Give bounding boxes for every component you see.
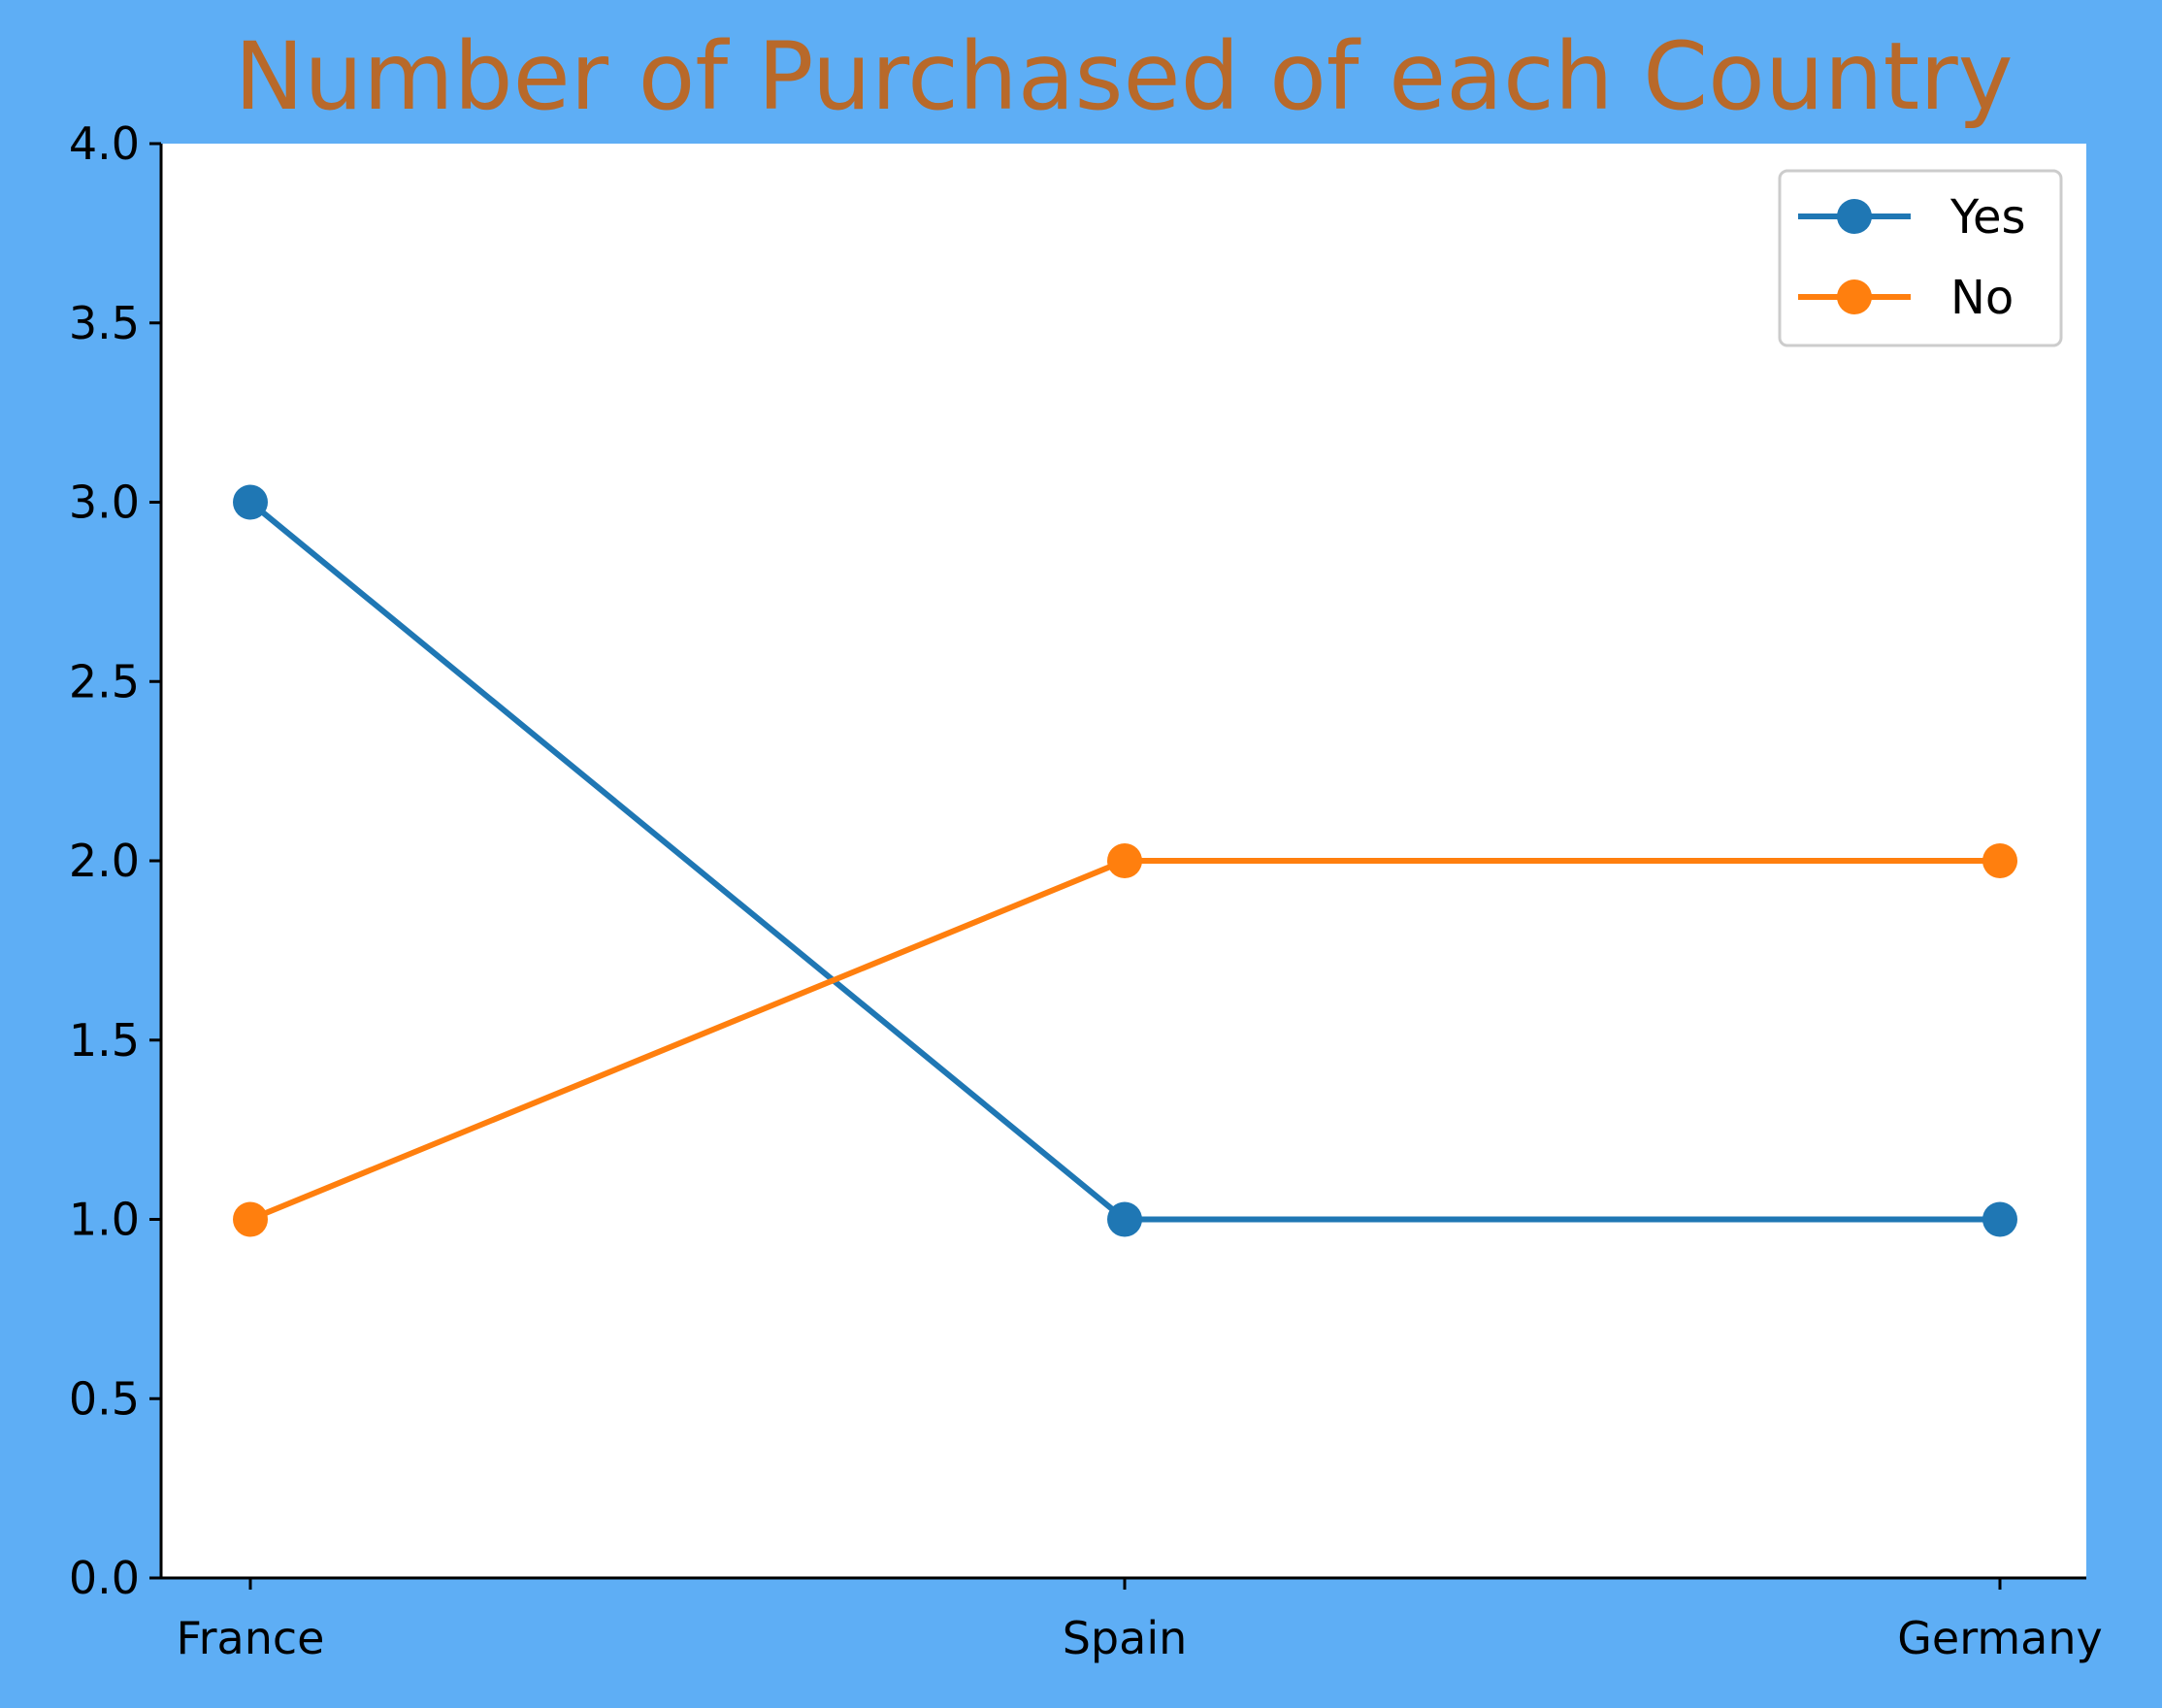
data-point-no [233,1201,268,1237]
y-tick-label: 4.0 [69,117,140,170]
y-tick-label: 3.0 [69,476,140,529]
legend-label: Yes [1949,190,2025,245]
legend: Yes No [1778,169,2063,347]
legend-swatch-marker [1837,199,1872,234]
data-point-yes [1982,1201,2017,1237]
x-tick-label: France [177,1612,325,1664]
data-point-yes [233,484,268,520]
x-tick-label: Germany [1897,1612,2102,1664]
y-tick-label: 0.5 [69,1372,140,1425]
legend-swatch-marker [1837,279,1872,314]
y-tick-label: 1.5 [69,1014,140,1067]
y-tick-label: 1.0 [69,1194,140,1246]
data-point-no [1107,843,1142,878]
chart-title: Number of Purchased of each Country [234,22,2013,131]
legend-label: No [1950,271,2014,325]
series-layer [233,484,2017,1237]
data-point-yes [1107,1201,1142,1237]
axes: 0.0 0.5 1.0 1.5 2.0 2.5 3.0 3.5 4.0 France Spain Ge… [69,117,2103,1664]
data-point-no [1982,843,2017,878]
y-tick-label: 2.5 [69,655,140,707]
y-tick-label: 2.0 [69,835,140,887]
y-tick-label: 0.0 [69,1552,140,1604]
x-tick-label: Spain [1063,1612,1188,1664]
y-tick-label: 3.5 [69,297,140,349]
